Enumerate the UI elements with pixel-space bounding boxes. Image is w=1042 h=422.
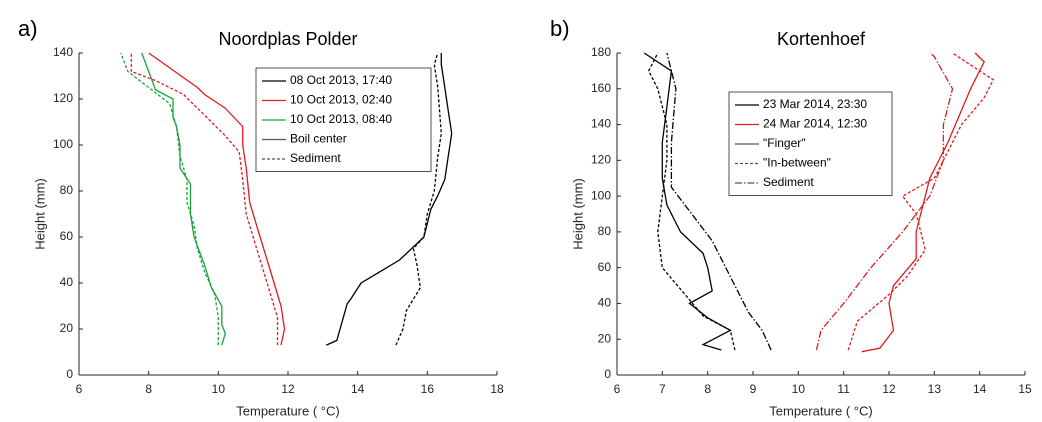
x-tick-label: 7 — [659, 382, 666, 396]
x-tick-label: 6 — [76, 382, 83, 396]
x-tick-label: 18 — [490, 382, 504, 396]
y-tick-label: 60 — [598, 260, 612, 274]
y-tick-label: 40 — [60, 275, 74, 289]
chart-title: Noordplas Polder — [218, 29, 357, 49]
profile-line — [130, 53, 279, 346]
y-tick-label: 20 — [598, 331, 612, 345]
profile-line — [815, 52, 954, 351]
legend-label: 23 Mar 2014, 23:30 — [763, 97, 867, 111]
x-tick-label: 13 — [928, 382, 942, 396]
x-tick-label: 8 — [145, 382, 152, 396]
profile-line — [120, 52, 219, 346]
y-tick-label: 140 — [53, 45, 73, 59]
y-tick-label: 160 — [591, 81, 611, 95]
y-tick-label: 140 — [591, 117, 611, 131]
legend-label: 10 Oct 2013, 08:40 — [290, 112, 392, 126]
profile-line — [326, 53, 453, 346]
chart-title: Kortenhoef — [777, 29, 866, 49]
x-tick-label: 10 — [212, 382, 226, 396]
profile-line — [666, 52, 772, 351]
x-tick-label: 14 — [351, 382, 365, 396]
legend-label: 24 Mar 2014, 12:30 — [763, 117, 867, 131]
panel-label: a) — [18, 16, 38, 41]
y-tick-label: 40 — [598, 296, 612, 310]
y-tick-label: 60 — [60, 229, 74, 243]
profile-line — [847, 52, 995, 351]
x-tick-label: 12 — [281, 382, 295, 396]
legend-label: "In-between" — [763, 156, 831, 170]
y-tick-label: 120 — [591, 153, 611, 167]
legend-label: Sediment — [763, 175, 814, 189]
profile-line — [395, 52, 442, 346]
legend-label: "Finger" — [763, 136, 806, 150]
profile-line — [148, 52, 286, 346]
y-tick-label: 120 — [53, 91, 73, 105]
panel-label: b) — [550, 16, 570, 41]
profile-line — [861, 52, 985, 353]
x-axis-label: Temperature ( °C) — [236, 403, 339, 418]
y-tick-label: 80 — [598, 224, 612, 238]
y-axis-label: Height (mm) — [570, 178, 585, 250]
profile-line — [647, 52, 736, 351]
y-tick-label: 100 — [591, 188, 611, 202]
y-tick-label: 180 — [591, 45, 611, 59]
y-tick-label: 100 — [53, 137, 73, 151]
x-tick-label: 6 — [614, 382, 621, 396]
profile-line — [643, 52, 732, 351]
profile-line — [141, 52, 226, 346]
y-tick-label: 20 — [60, 321, 74, 335]
y-tick-label: 0 — [66, 367, 73, 381]
x-tick-label: 11 — [837, 382, 850, 396]
x-tick-label: 12 — [882, 382, 896, 396]
y-tick-label: 80 — [60, 183, 74, 197]
x-tick-label: 16 — [421, 382, 435, 396]
legend-label: Sediment — [290, 151, 341, 165]
legend-label: Boil center — [290, 132, 347, 146]
x-tick-label: 8 — [704, 382, 711, 396]
x-tick-label: 10 — [792, 382, 806, 396]
x-tick-label: 9 — [750, 382, 757, 396]
x-tick-label: 15 — [1018, 382, 1032, 396]
legend-label: 10 Oct 2013, 02:40 — [290, 93, 392, 107]
x-axis-label: Temperature ( °C) — [769, 403, 872, 418]
legend-label: 08 Oct 2013, 17:40 — [290, 73, 392, 87]
x-tick-label: 14 — [973, 382, 987, 396]
y-axis-label: Height (mm) — [32, 178, 47, 250]
y-tick-label: 0 — [604, 367, 611, 381]
